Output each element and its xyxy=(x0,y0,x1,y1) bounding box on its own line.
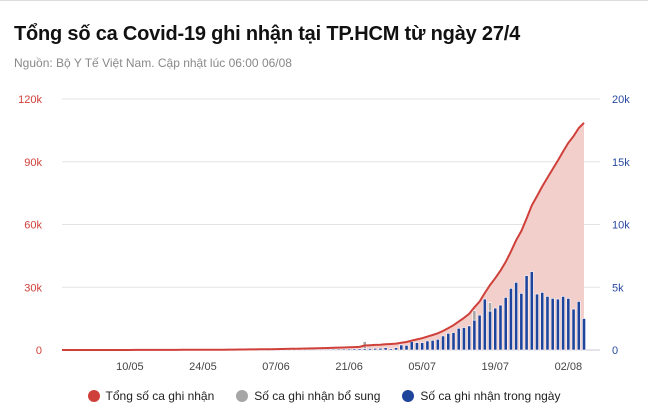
y-right-tick-label: 15k xyxy=(612,157,630,169)
daily-bar xyxy=(524,275,529,351)
daily-bar xyxy=(535,293,539,351)
daily-bar xyxy=(472,319,477,351)
daily-bar xyxy=(519,293,524,351)
y-left-tick-label: 120k xyxy=(18,94,42,106)
chart-subtitle: Nguồn: Bộ Y Tế Việt Nam. Cập nhật lúc 06… xyxy=(14,56,292,70)
daily-bar xyxy=(383,347,388,351)
daily-bar xyxy=(394,347,398,351)
daily-bar xyxy=(566,298,571,351)
x-tick-label: 05/07 xyxy=(408,361,436,373)
y-left-tick-label: 30k xyxy=(24,282,42,294)
daily-bar xyxy=(378,347,383,351)
y-left-tick-label: 0 xyxy=(36,345,42,357)
daily-bar xyxy=(315,348,320,351)
daily-bar xyxy=(482,298,487,351)
x-tick-label: 19/07 xyxy=(481,361,509,373)
daily-bar xyxy=(509,288,513,351)
daily-bar xyxy=(347,348,352,351)
blue-dot-icon xyxy=(402,390,415,402)
daily-bar xyxy=(425,340,430,351)
daily-bar xyxy=(446,333,451,351)
daily-bar xyxy=(576,301,581,351)
x-tick-label: 24/05 xyxy=(189,361,217,373)
x-tick-label: 07/06 xyxy=(262,361,290,373)
daily-bar xyxy=(555,298,560,351)
daily-bar xyxy=(430,340,435,351)
legend-label: Tổng số ca ghi nhận xyxy=(105,389,215,403)
daily-bar xyxy=(388,348,393,351)
y-right-tick-label: 0 xyxy=(612,345,618,357)
total-line xyxy=(62,122,585,351)
legend-label: Số ca ghi nhận trong ngày xyxy=(420,389,561,403)
daily-bar xyxy=(582,318,586,351)
chart-svg: 0 0 30k 5k 60k 10k 90k 15k 120k 20k 10/05 24/05 07/0… xyxy=(18,94,630,373)
daily-bar xyxy=(488,310,492,351)
red-dot-icon xyxy=(87,390,100,402)
y-right-tick-label: 10k xyxy=(612,220,630,232)
chart-title: Tổng số ca Covid-19 ghi nhận tại TP.HCM … xyxy=(14,23,521,45)
daily-bar xyxy=(456,327,461,351)
daily-bar xyxy=(368,348,372,351)
x-tick-label: 02/08 xyxy=(555,361,583,373)
daily-bar xyxy=(545,296,550,351)
y-right-tick-label: 20k xyxy=(612,94,630,106)
daily-bar xyxy=(514,282,519,351)
y-left-tick-label: 90k xyxy=(24,157,42,169)
supplemental-bar xyxy=(472,310,477,321)
daily-bar xyxy=(336,348,341,351)
daily-bar xyxy=(341,348,346,351)
legend-item-supplemental[interactable]: Số ca ghi nhận bổ sung xyxy=(236,389,380,403)
daily-bar xyxy=(420,342,425,351)
daily-bar xyxy=(498,304,503,351)
daily-bar xyxy=(477,314,482,351)
gray-dot-icon xyxy=(236,390,249,402)
daily-bar xyxy=(561,296,566,351)
daily-bar xyxy=(331,348,336,351)
daily-bar xyxy=(399,344,404,351)
daily-bar xyxy=(451,332,456,351)
daily-bar xyxy=(503,297,508,351)
daily-bar xyxy=(435,339,440,351)
supplemental-bar xyxy=(488,302,492,312)
y-right-tick-label: 5k xyxy=(612,282,624,294)
daily-bar xyxy=(321,348,325,351)
daily-bar xyxy=(550,298,555,351)
daily-bar xyxy=(415,342,419,351)
legend-item-daily[interactable]: Số ca ghi nhận trong ngày xyxy=(402,389,560,403)
y-left-tick-label: 60k xyxy=(24,220,42,232)
daily-bar xyxy=(462,327,466,351)
daily-bar xyxy=(441,335,445,351)
daily-bar xyxy=(326,348,331,351)
daily-bar xyxy=(409,341,414,351)
daily-bar xyxy=(467,325,472,351)
daily-bar xyxy=(352,348,357,351)
daily-bar xyxy=(373,348,378,351)
x-tick-label: 21/06 xyxy=(335,361,363,373)
daily-bar xyxy=(357,348,362,351)
daily-bar xyxy=(571,308,576,351)
daily-bar xyxy=(529,271,534,351)
daily-bar xyxy=(540,292,545,351)
legend-item-total[interactable]: Tổng số ca ghi nhận xyxy=(87,389,215,403)
x-tick-label: 10/05 xyxy=(116,361,144,373)
daily-bar xyxy=(493,307,498,351)
daily-bar xyxy=(404,345,409,351)
legend: Tổng số ca ghi nhận Số ca ghi nhận bổ su… xyxy=(0,389,648,403)
legend-label: Số ca ghi nhận bổ sung xyxy=(254,389,381,403)
